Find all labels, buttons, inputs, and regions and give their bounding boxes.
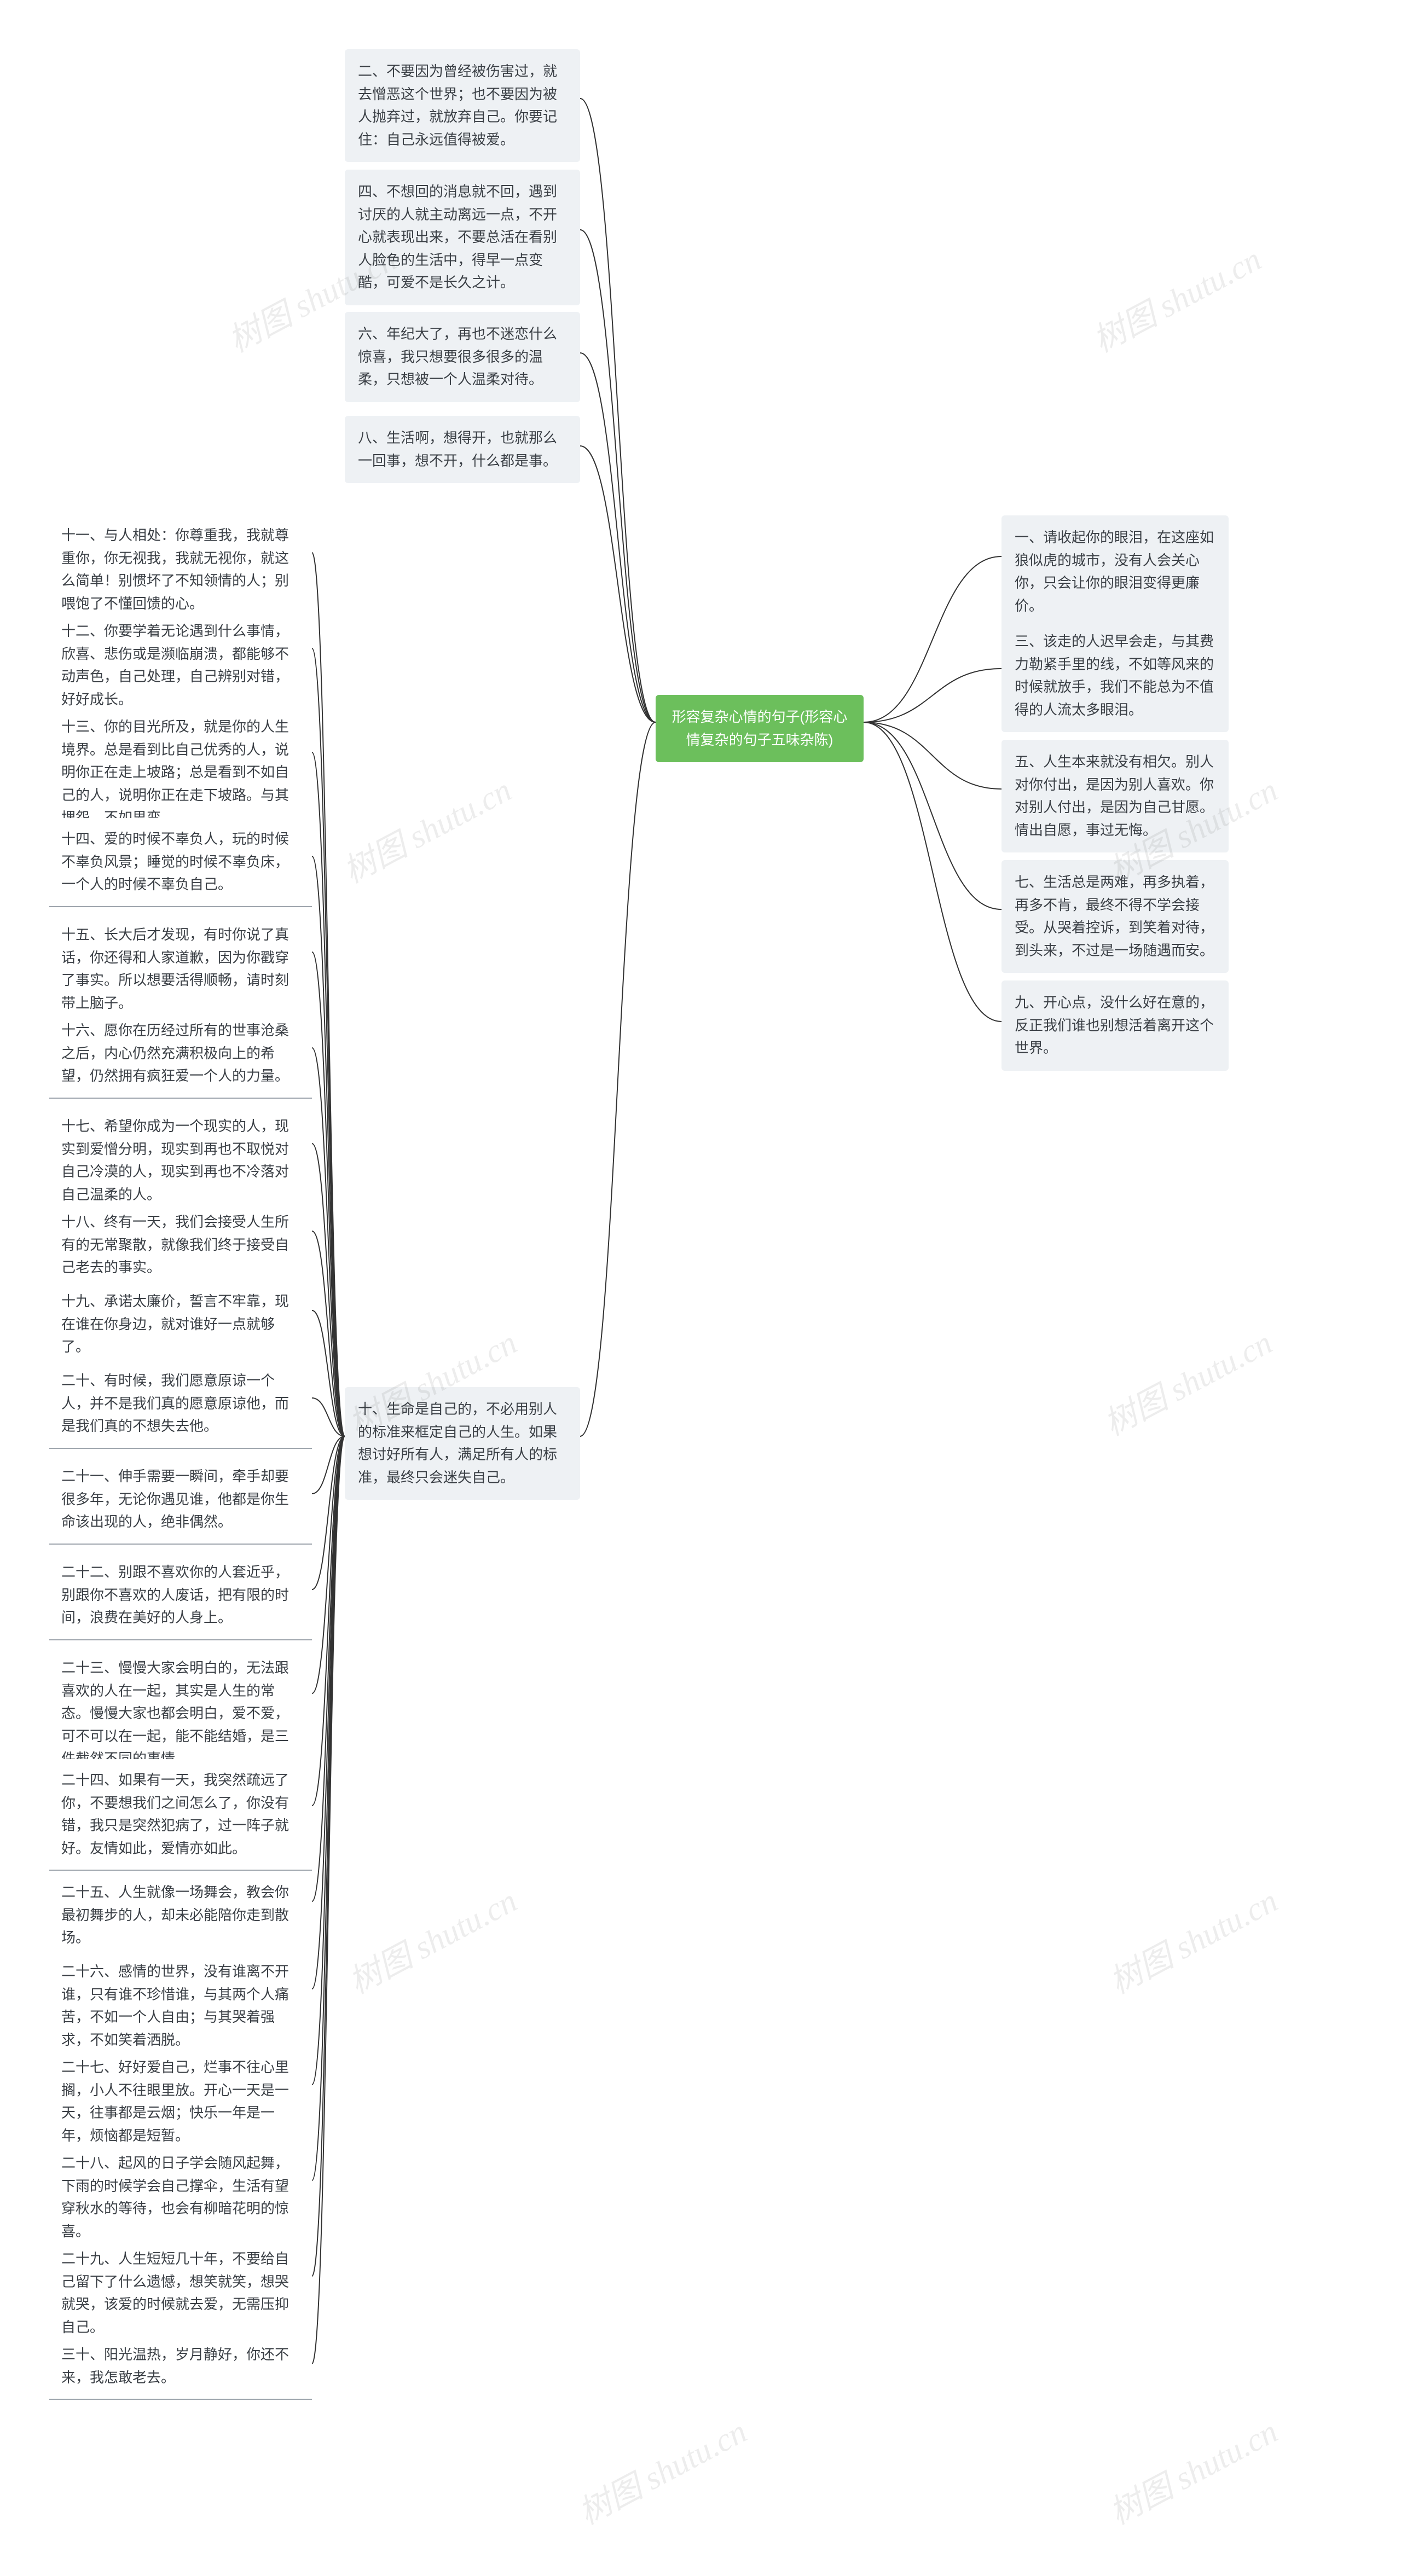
node-l10: 十、生命是自己的，不必用别人的标准来框定自己的人生。如果想讨好所有人，满足所有人… xyxy=(345,1387,580,1500)
node-l2: 二、不要因为曾经被伤害过，就去憎恶这个世界；也不要因为被人抛弃过，就放弃自己。你… xyxy=(345,49,580,162)
node-r7: 七、生活总是两难，再多执着，再多不肯，最终不得不学会接受。从哭着控诉，到笑着对待… xyxy=(1001,860,1229,973)
watermark: 树图 shutu.cn xyxy=(339,1875,524,2003)
node-p17: 十七、希望你成为一个现实的人，现实到爱憎分明，现实到再也不取悦对自己冷漠的人，现… xyxy=(49,1105,312,1217)
watermark: 树图 shutu.cn xyxy=(333,764,518,892)
node-r3: 三、该走的人迟早会走，与其费力勒紧手里的线，不如等风来的时候就放手，我们不能总为… xyxy=(1001,619,1229,732)
node-p16: 十六、愿你在历经过所有的世事沧桑之后，内心仍然充满积极向上的希望，仍然拥有疯狂爱… xyxy=(49,1009,312,1099)
node-r9: 九、开心点，没什么好在意的，反正我们谁也别想活着离开这个世界。 xyxy=(1001,980,1229,1071)
node-p27: 二十七、好好爱自己，烂事不往心里搁，小人不往眼里放。开心一天是一天，往事都是云烟… xyxy=(49,2046,312,2158)
node-p11: 十一、与人相处：你尊重我，我就尊重你，你无视我，我就无视你，就这么简单！别惯坏了… xyxy=(49,514,312,626)
watermark: 树图 shutu.cn xyxy=(569,2405,754,2534)
watermark: 树图 shutu.cn xyxy=(1083,233,1268,362)
root-node: 形容复杂心情的句子(形容心情复杂的句子五味杂陈) xyxy=(656,695,864,762)
node-l4: 四、不想回的消息就不回，遇到讨厌的人就主动离远一点，不开心就表现出来，不要总活在… xyxy=(345,170,580,305)
watermark: 树图 shutu.cn xyxy=(1099,1875,1284,2003)
watermark: 树图 shutu.cn xyxy=(1094,1316,1279,1445)
node-p18: 十八、终有一天，我们会接受人生所有的无常聚散，就像我们终于接受自己老去的事实。 xyxy=(49,1201,312,1290)
node-p15: 十五、长大后才发现，有时你说了真话，你还得和人家道歉，因为你戳穿了事实。所以想要… xyxy=(49,914,312,1025)
node-l8: 八、生活啊，想得开，也就那么一回事，想不开，什么都是事。 xyxy=(345,416,580,483)
watermark: 树图 shutu.cn xyxy=(1099,2405,1284,2534)
node-r5: 五、人生本来就没有相欠。别人对你付出，是因为别人喜欢。你对别人付出，是因为自己甘… xyxy=(1001,740,1229,852)
node-p29: 二十九、人生短短几十年，不要给自己留下了什么遗憾，想笑就笑，想哭就哭，该爱的时候… xyxy=(49,2238,312,2349)
node-p28: 二十八、起风的日子学会随风起舞，下雨的时候学会自己撑伞，生活有望穿秋水的等待，也… xyxy=(49,2142,312,2254)
node-p25: 二十五、人生就像一场舞会，教会你最初舞步的人，却未必能陪你走到散场。 xyxy=(49,1871,312,1960)
node-p24: 二十四、如果有一天，我突然疏远了你，不要想我们之间怎么了，你没有错，我只是突然犯… xyxy=(49,1759,312,1871)
node-p26: 二十六、感情的世界，没有谁离不开谁，只有谁不珍惜谁，与其两个人痛苦，不如一个人自… xyxy=(49,1951,312,2062)
node-p14: 十四、爱的时候不辜负人，玩的时候不辜负风景；睡觉的时候不辜负床，一个人的时候不辜… xyxy=(49,818,312,907)
node-l6: 六、年纪大了，再也不迷恋什么惊喜，我只想要很多很多的温柔，只想被一个人温柔对待。 xyxy=(345,312,580,402)
node-r1: 一、请收起你的眼泪，在这座如狼似虎的城市，没有人会关心你，只会让你的眼泪变得更廉… xyxy=(1001,515,1229,628)
node-p20: 二十、有时候，我们愿意原谅一个人，并不是我们真的愿意原谅他，而是我们真的不想失去… xyxy=(49,1360,312,1449)
node-p12: 十二、你要学着无论遇到什么事情，欣喜、悲伤或是濒临崩溃，都能够不动声色，自己处理… xyxy=(49,610,312,722)
node-p19: 十九、承诺太廉价，誓言不牢靠，现在谁在你身边，就对谁好一点就够了。 xyxy=(49,1280,312,1370)
node-p21: 二十一、伸手需要一瞬间，牵手却要很多年，无论你遇见谁，他都是你生命该出现的人，绝… xyxy=(49,1455,312,1545)
node-p22: 二十二、别跟不喜欢你的人套近乎，别跟你不喜欢的人废话，把有限的时间，浪费在美好的… xyxy=(49,1551,312,1640)
node-p30: 三十、阳光温热，岁月静好，你还不来，我怎敢老去。 xyxy=(49,2334,312,2400)
